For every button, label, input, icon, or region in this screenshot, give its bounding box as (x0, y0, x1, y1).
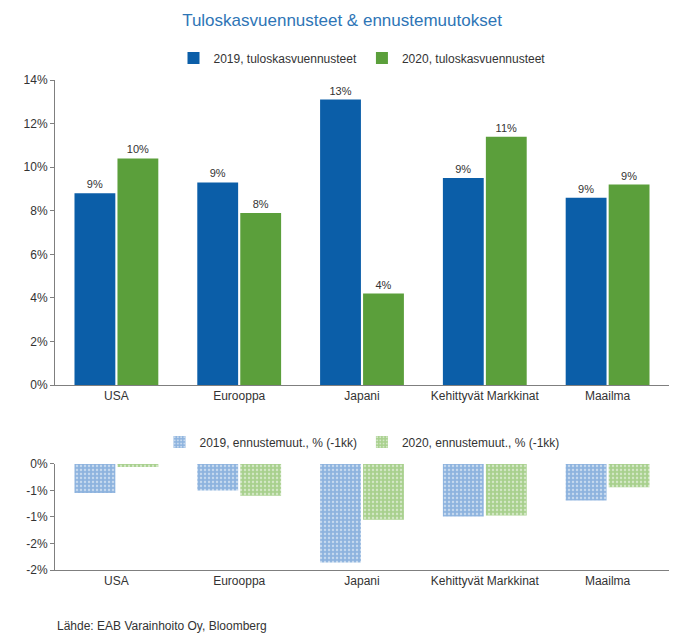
svg-text:9%: 9% (87, 178, 103, 190)
svg-text:4%: 4% (375, 279, 391, 291)
svg-text:Maailma: Maailma (585, 389, 631, 403)
svg-text:Japani: Japani (344, 389, 379, 403)
svg-text:Eurooppa: Eurooppa (213, 389, 265, 403)
svg-text:Maailma: Maailma (585, 574, 631, 588)
svg-text:Kehittyvät Markkinat: Kehittyvät Markkinat (431, 389, 540, 403)
svg-text:-2%: -2% (26, 563, 48, 577)
svg-text:2%: 2% (30, 335, 48, 349)
svg-text:Eurooppa: Eurooppa (213, 574, 265, 588)
svg-text:Japani: Japani (344, 574, 379, 588)
svg-text:-1%: -1% (26, 484, 48, 498)
svg-text:-2%: -2% (26, 537, 48, 551)
svg-text:Tuloskasvuennusteet & ennustem: Tuloskasvuennusteet & ennustemuutokset (182, 11, 502, 30)
svg-text:2019, tuloskasvuennusteet: 2019, tuloskasvuennusteet (214, 52, 357, 66)
svg-text:0%: 0% (30, 457, 48, 471)
svg-text:9%: 9% (578, 183, 594, 195)
svg-text:9%: 9% (210, 167, 226, 179)
svg-text:10%: 10% (127, 143, 149, 155)
svg-text:12%: 12% (24, 117, 48, 131)
svg-text:8%: 8% (30, 204, 48, 218)
svg-text:Lähde: EAB Varainhoito Oy, Blo: Lähde: EAB Varainhoito Oy, Bloomberg (57, 619, 267, 633)
svg-text:9%: 9% (621, 170, 637, 182)
svg-text:Kehittyvät Markkinat: Kehittyvät Markkinat (431, 574, 540, 588)
svg-text:4%: 4% (30, 291, 48, 305)
svg-text:-1%: -1% (26, 510, 48, 524)
svg-text:9%: 9% (455, 163, 471, 175)
svg-text:USA: USA (104, 574, 129, 588)
svg-text:0%: 0% (30, 378, 48, 392)
svg-text:2020, ennustemuut., % (-1kk): 2020, ennustemuut., % (-1kk) (402, 436, 559, 450)
svg-text:2019, ennustemuut., % (-1kk): 2019, ennustemuut., % (-1kk) (200, 436, 357, 450)
svg-text:8%: 8% (253, 198, 269, 210)
svg-text:14%: 14% (24, 73, 48, 87)
svg-text:2020, tuloskasvuennusteet: 2020, tuloskasvuennusteet (402, 52, 545, 66)
svg-text:6%: 6% (30, 248, 48, 262)
svg-text:11%: 11% (496, 122, 517, 134)
svg-text:USA: USA (104, 389, 129, 403)
svg-text:13%: 13% (329, 85, 351, 97)
svg-text:10%: 10% (24, 160, 48, 174)
